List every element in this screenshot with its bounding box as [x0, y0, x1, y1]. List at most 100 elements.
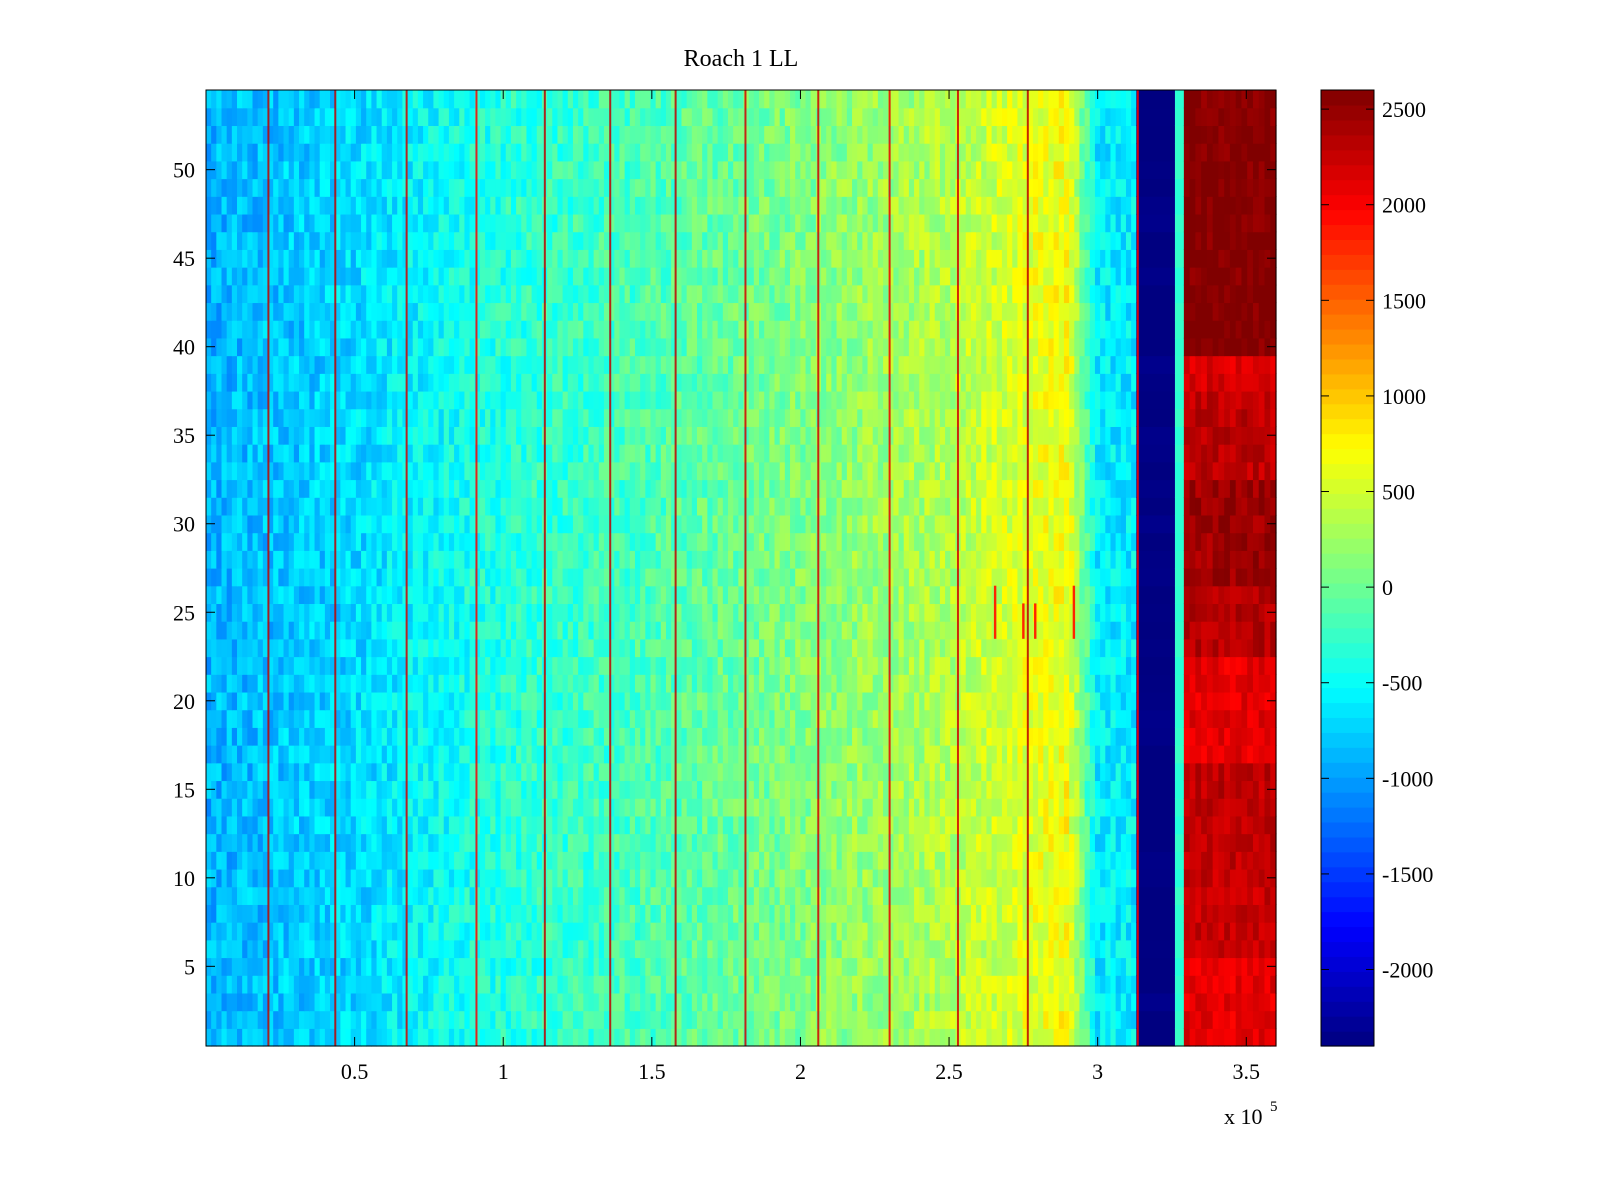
- heatmap-cell: [965, 975, 972, 994]
- heatmap-cell: [355, 957, 362, 976]
- heatmap-cell: [821, 1010, 827, 1029]
- heatmap-cell: [536, 691, 543, 711]
- heatmap-cell: [1074, 939, 1081, 959]
- heatmap-cell: [469, 638, 476, 658]
- heatmap-cell: [262, 674, 269, 693]
- heatmap-cell: [593, 568, 600, 587]
- heatmap-cell: [1043, 922, 1050, 941]
- heatmap-cell: [888, 656, 894, 675]
- heatmap-cell: [1094, 638, 1101, 658]
- heatmap-cell: [557, 674, 564, 693]
- heatmap-cell: [309, 638, 316, 658]
- heatmap-cell: [991, 975, 998, 994]
- heatmap-cell: [521, 691, 528, 711]
- heatmap-cell: [324, 1028, 331, 1047]
- heatmap-cell: [914, 656, 920, 675]
- heatmap-cell: [490, 656, 497, 675]
- heatmap-cell: [867, 780, 874, 799]
- heatmap-cell: [1094, 992, 1101, 1012]
- heatmap-cell: [309, 656, 316, 675]
- heatmap-cell: [665, 550, 672, 569]
- heatmap-cell: [428, 975, 435, 994]
- heatmap-cell: [593, 975, 600, 994]
- heatmap-cell: [304, 603, 310, 622]
- heatmap-cell: [826, 762, 832, 782]
- heatmap-cell: [593, 833, 600, 852]
- heatmap-cell: [603, 904, 610, 923]
- heatmap-cell: [939, 603, 946, 622]
- heatmap-cell: [800, 709, 807, 728]
- heatmap-cell: [531, 603, 538, 622]
- heatmap-cell: [986, 709, 993, 728]
- heatmap-cell: [1058, 798, 1065, 817]
- heatmap-cell: [273, 904, 279, 923]
- heatmap-cell: [764, 745, 770, 764]
- heatmap-cell: [288, 727, 295, 746]
- heatmap-cell: [510, 815, 517, 835]
- heatmap-cell: [728, 798, 734, 817]
- heatmap-cell: [521, 957, 528, 976]
- heatmap-cell: [262, 957, 269, 976]
- heatmap-cell: [1115, 1028, 1122, 1047]
- heatmap-cell: [1007, 868, 1013, 888]
- heatmap-cell: [273, 851, 279, 870]
- heatmap-cell: [247, 798, 254, 817]
- heatmap-cell: [779, 975, 786, 994]
- heatmap-cell: [1069, 833, 1075, 852]
- heatmap-cell: [919, 674, 926, 693]
- heatmap-cell: [593, 798, 600, 817]
- heatmap-cell: [386, 1010, 393, 1029]
- heatmap-cell: [521, 709, 528, 728]
- heatmap-cell: [821, 957, 827, 976]
- heatmap-cell: [454, 550, 460, 569]
- heatmap-cell: [681, 709, 688, 728]
- heatmap-cell: [268, 1028, 274, 1047]
- heatmap-cell: [872, 638, 879, 658]
- heatmap-cell: [877, 621, 884, 640]
- heatmap-cell: [707, 939, 714, 959]
- heatmap-cell: [433, 603, 440, 622]
- heatmap-cell: [242, 886, 248, 905]
- heatmap-cell: [567, 1028, 574, 1047]
- heatmap-cell: [898, 922, 905, 941]
- heatmap-cell: [572, 709, 579, 728]
- heatmap-cell: [1115, 815, 1122, 835]
- heatmap-cell: [464, 886, 471, 905]
- heatmap-cell: [691, 603, 698, 622]
- heatmap-cell: [1012, 833, 1019, 852]
- heatmap-cell: [345, 568, 352, 587]
- heatmap-cell: [268, 886, 274, 905]
- heatmap-cell: [350, 815, 357, 835]
- heatmap-cell: [717, 656, 724, 675]
- heatmap-cell: [417, 568, 424, 587]
- heatmap-cell: [474, 904, 481, 923]
- heatmap-cell: [805, 780, 812, 799]
- heatmap-cell: [423, 691, 429, 711]
- heatmap-cell: [381, 851, 388, 870]
- heatmap-cell: [583, 904, 590, 923]
- heatmap-cell: [753, 638, 760, 658]
- heatmap-cell: [836, 603, 843, 622]
- heatmap-cell: [221, 975, 228, 994]
- heatmap-cell: [846, 568, 853, 587]
- heatmap-cell: [821, 550, 827, 569]
- heatmap-cell: [293, 922, 300, 941]
- heatmap-cell: [769, 585, 776, 605]
- heatmap-cell: [273, 798, 279, 817]
- heatmap-cell: [660, 762, 667, 782]
- heatmap-cell: [857, 762, 863, 782]
- heatmap-cell: [1084, 585, 1091, 605]
- heatmap-cell: [1069, 585, 1075, 605]
- heatmap-cell: [350, 1010, 357, 1029]
- heatmap-cell: [696, 709, 703, 728]
- heatmap-cell: [619, 851, 626, 870]
- heatmap-cell: [619, 691, 626, 711]
- heatmap-cell: [459, 585, 466, 605]
- heatmap-cell: [273, 922, 279, 941]
- heatmap-cell: [536, 851, 543, 870]
- heatmap-cell: [433, 638, 440, 658]
- heatmap-cell: [831, 621, 838, 640]
- heatmap-cell: [1084, 957, 1091, 976]
- heatmap-cell: [795, 638, 801, 658]
- heatmap-cell: [510, 550, 517, 569]
